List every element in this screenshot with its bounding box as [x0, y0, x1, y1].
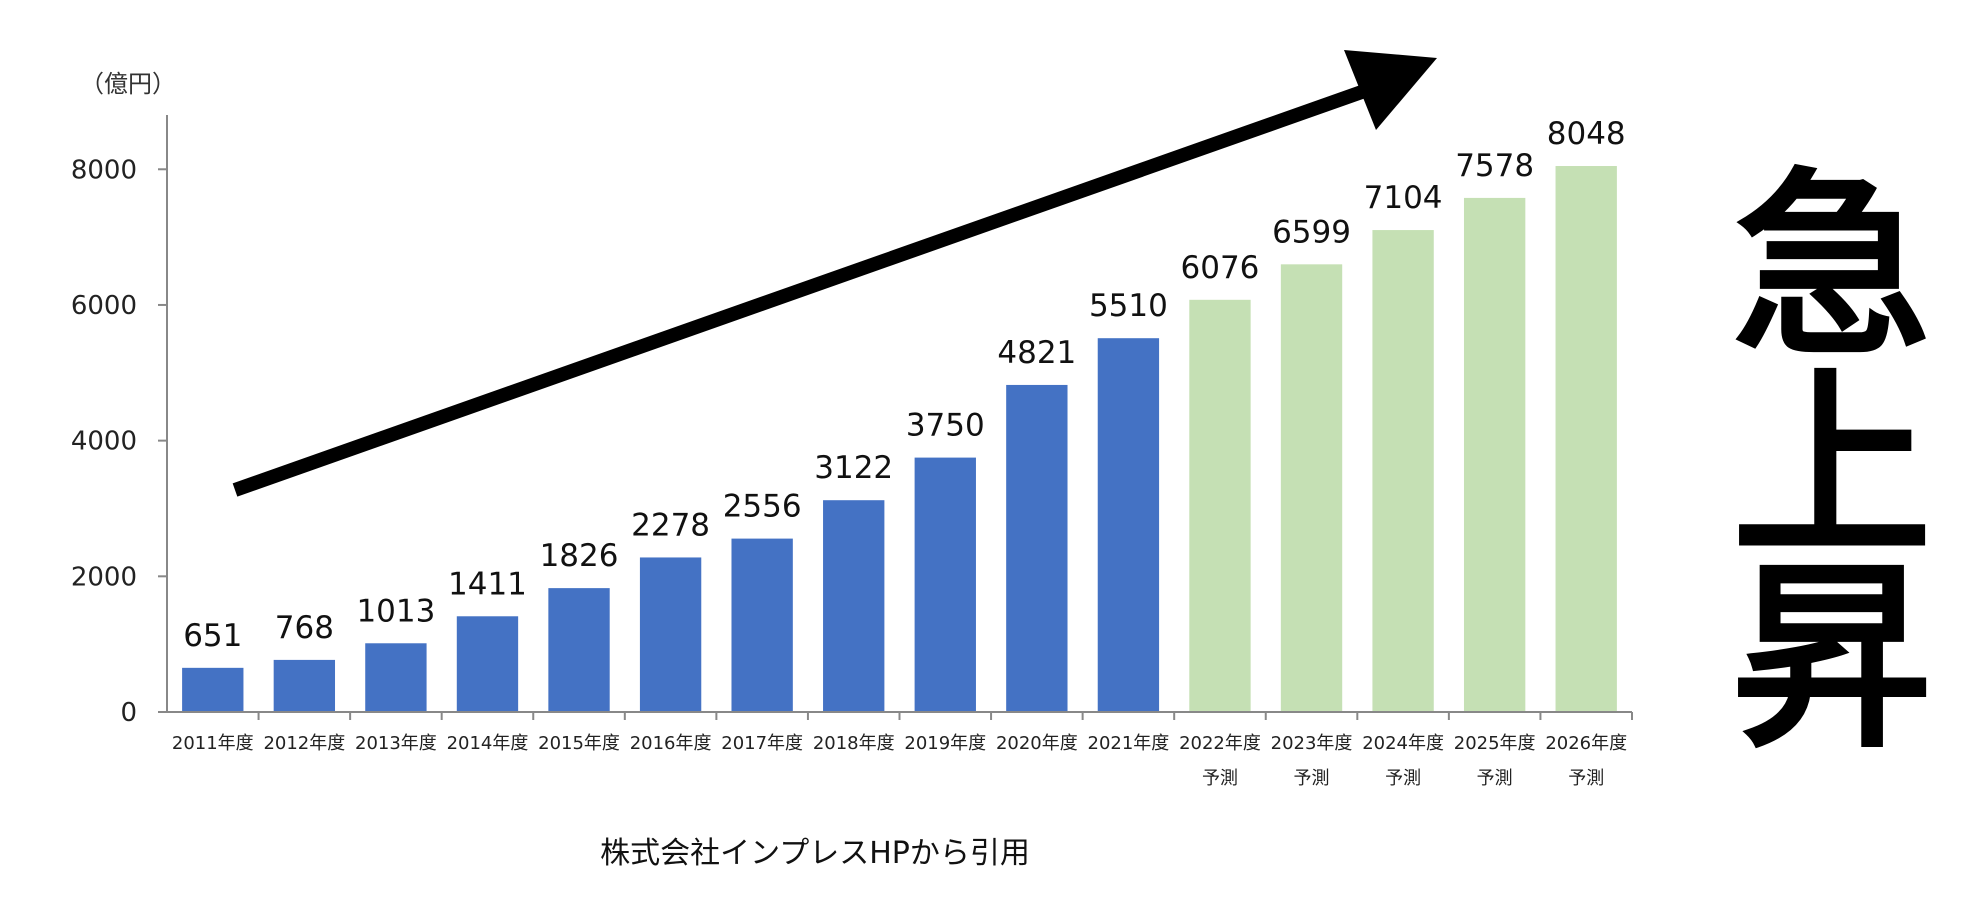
category-label: 2023年度 [1271, 733, 1353, 754]
category-label: 予測 [1202, 768, 1238, 789]
category-label: 2016年度 [630, 733, 712, 754]
headline-char-2: 上 [1731, 351, 1932, 584]
bar [1006, 384, 1068, 712]
y-axis-ticks: 0 2000 4000 6000 8000 [71, 155, 167, 728]
bar [273, 659, 336, 712]
bar [639, 557, 702, 712]
category-label: 2012年度 [263, 733, 345, 754]
category-label: 予測 [1477, 768, 1513, 789]
headline-char-1: 急 [1731, 151, 1932, 384]
data-label: 7578 [1455, 148, 1534, 184]
data-labels: 651 768 1013 1411 1826 2278 2556 3122 3750 4821 55… [183, 116, 1625, 654]
category-label: 2024年度 [1362, 733, 1444, 754]
category-label: 2015年度 [538, 733, 620, 754]
data-label: 2278 [631, 507, 710, 543]
category-label: 予測 [1385, 768, 1421, 789]
category-label: 2025年度 [1454, 733, 1536, 754]
trend-arrow-icon [232, 50, 1437, 497]
data-label: 3750 [906, 408, 985, 444]
bar [731, 538, 793, 712]
data-label: 1013 [356, 593, 435, 629]
bar [1463, 197, 1526, 712]
bar [456, 616, 519, 712]
data-label: 1411 [448, 566, 527, 602]
category-label: 予測 [1568, 768, 1604, 789]
category-label: 2021年度 [1088, 733, 1170, 754]
data-label: 2556 [723, 489, 802, 525]
bars [182, 166, 1617, 713]
category-label: 2020年度 [996, 733, 1078, 754]
bar [1097, 338, 1160, 712]
category-label: 2018年度 [813, 733, 895, 754]
category-label: 2019年度 [904, 733, 986, 754]
y-tick-label: 6000 [71, 291, 137, 321]
category-label: 予測 [1294, 768, 1330, 789]
category-label: 2017年度 [721, 733, 803, 754]
axes [166, 115, 1632, 713]
category-label: 2022年度 [1179, 733, 1261, 754]
bar [1372, 230, 1434, 713]
data-label: 5510 [1089, 288, 1168, 324]
trend-arrow-shaft [232, 75, 1393, 497]
data-label: 4821 [997, 335, 1076, 371]
data-label: 8048 [1547, 116, 1626, 152]
category-label: 2013年度 [355, 733, 437, 754]
bar [1280, 264, 1343, 712]
data-label: 6076 [1181, 250, 1260, 286]
bar [548, 588, 610, 712]
y-tick-label: 8000 [71, 155, 137, 185]
data-label: 3122 [814, 450, 893, 486]
bar [914, 457, 976, 712]
y-axis-unit-label: （億円） [80, 70, 176, 98]
category-labels: 2011年度 2012年度 2013年度 2014年度 2015年度 2016年度 2017… [172, 712, 1633, 789]
y-tick-label: 0 [120, 698, 137, 728]
category-label: 2011年度 [172, 733, 254, 754]
y-tick-label: 2000 [71, 562, 137, 592]
category-label: 2026年度 [1545, 733, 1627, 754]
y-tick-label: 4000 [71, 427, 137, 457]
source-note: 株式会社インプレスHPから引用 [600, 836, 1030, 871]
data-label: 6599 [1272, 214, 1351, 250]
bar [365, 643, 427, 712]
data-label: 1826 [540, 538, 619, 574]
data-label: 651 [183, 618, 242, 654]
bar [182, 667, 244, 712]
data-label: 768 [275, 610, 334, 646]
bar [823, 500, 885, 712]
bar [1555, 166, 1617, 712]
headline-char-3: 昇 [1731, 543, 1932, 776]
trend-arrow-head [1344, 50, 1437, 130]
bar [1189, 299, 1251, 712]
category-label: 2014年度 [447, 733, 529, 754]
data-label: 7104 [1364, 180, 1443, 216]
